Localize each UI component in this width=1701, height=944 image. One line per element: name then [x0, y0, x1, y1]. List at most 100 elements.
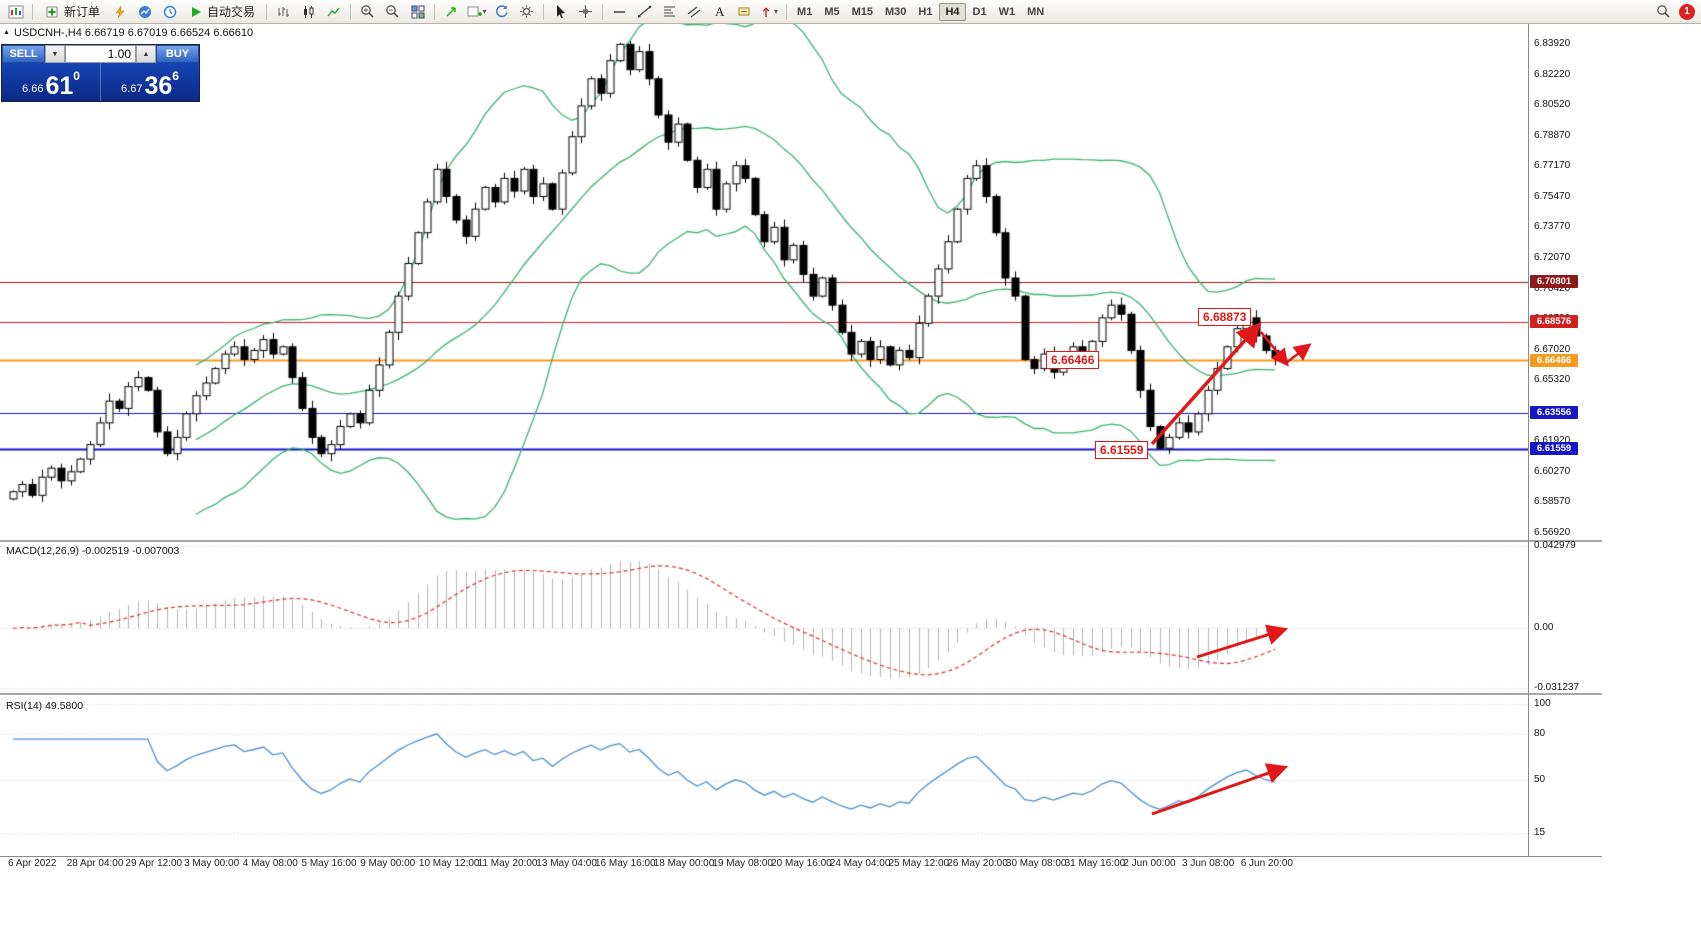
price-level-tag: 6.66466 [1530, 353, 1578, 367]
indicators-icon[interactable] [440, 2, 463, 22]
price-axis-label: 6.58570 [1534, 496, 1571, 508]
time-axis-label: 16 May 16:00 [595, 858, 656, 869]
rsi-label: RSI(14) 49.5800 [6, 700, 84, 712]
trade-panel-toggle-icon[interactable]: ▲ [3, 29, 10, 36]
time-axis-label: 29 Apr 12:00 [125, 858, 183, 869]
price-level-tag: 6.70801 [1530, 275, 1578, 289]
price-axis-line [1528, 24, 1529, 857]
buy-price-small: 6.67 [121, 83, 143, 95]
sell-price-big: 61 [45, 72, 74, 100]
market-watch-icon[interactable] [133, 2, 156, 22]
annotation-price-box[interactable]: 6.68873 [1198, 308, 1252, 326]
price-level-tag: 6.63556 [1530, 406, 1578, 420]
autotrade-label: 自动交易 [207, 5, 256, 19]
time-axis-label: 3 May 00:00 [184, 858, 240, 869]
toolbar-separator [543, 3, 545, 20]
buy-price-big: 36 [144, 72, 173, 100]
sell-price-button[interactable]: 6.66 61 0 [2, 63, 101, 101]
search-icon[interactable] [1652, 2, 1675, 22]
time-axis-label: 3 Jun 08:00 [1182, 858, 1235, 869]
price-axis-label: 6.83920 [1534, 38, 1571, 49]
buy-price-button[interactable]: 6.67 36 6 [101, 63, 199, 101]
bar-chart-icon[interactable] [272, 2, 295, 22]
annotation-price-box[interactable]: 6.61559 [1095, 441, 1149, 459]
tile-windows-icon[interactable] [406, 2, 429, 22]
price-level-tag: 6.68576 [1530, 315, 1578, 329]
price-axis-label: 6.78870 [1534, 129, 1571, 141]
time-axis-label: 18 May 00:00 [653, 858, 715, 869]
zoom-out-icon[interactable] [381, 2, 404, 22]
timeframe-h1[interactable]: H1 [918, 5, 933, 18]
time-axis-label: 5 May 16:00 [301, 858, 357, 869]
price-axis-label: 6.75470 [1534, 190, 1571, 202]
volume-input[interactable] [65, 45, 136, 63]
timeframe-m5[interactable]: M5 [824, 5, 840, 18]
time-axis-label: 31 May 16:00 [1064, 858, 1126, 869]
sell-button[interactable]: SELL [2, 45, 45, 63]
crosshair-icon[interactable] [574, 2, 597, 22]
arrows-icon[interactable]: ▾ [758, 2, 781, 22]
lightning-icon[interactable] [108, 2, 131, 22]
volume-step-up-icon[interactable]: ▲ [136, 45, 156, 63]
price-axis-label: 6.82220 [1534, 68, 1571, 80]
notification-badge[interactable]: 1 [1679, 3, 1695, 20]
zoom-in-icon[interactable] [356, 2, 379, 22]
price-axis-label: 6.67020 [1534, 343, 1571, 355]
chevron-down-icon: ▾ [774, 7, 779, 16]
line-chart-icon[interactable] [322, 2, 345, 22]
timeframe-m30[interactable]: M30 [885, 5, 907, 18]
time-axis-label: 26 May 20:00 [947, 858, 1008, 869]
new-order-label: 新订单 [64, 5, 101, 19]
channel-icon[interactable] [683, 2, 706, 22]
panel-separator[interactable] [0, 693, 1602, 695]
new-order-button[interactable]: 新订单 [38, 2, 106, 22]
buy-button[interactable]: BUY [156, 45, 199, 63]
rsi-axis-label: 80 [1534, 728, 1546, 740]
macd-panel-canvas[interactable] [0, 542, 1528, 693]
time-axis-label: 2 Jun 00:00 [1123, 858, 1176, 869]
macd-axis-label: -0.031237 [1534, 682, 1580, 693]
history-clock-icon[interactable] [158, 2, 181, 22]
hline-icon[interactable] [608, 2, 631, 22]
label-icon[interactable] [733, 2, 756, 22]
time-axis-label: 10 May 12:00 [418, 858, 480, 869]
cycle-icon[interactable] [490, 2, 513, 22]
chevron-down-icon: ▾ [482, 7, 487, 16]
timeframe-h4[interactable]: H4 [939, 2, 966, 21]
volume-dropdown-icon[interactable]: ▼ [45, 45, 65, 63]
timeframe-m15[interactable]: M15 [851, 5, 873, 18]
price-axis-label: 6.73770 [1534, 221, 1571, 233]
time-axis-label: 6 Jun 20:00 [1240, 858, 1293, 869]
toolbar-separator [266, 3, 268, 20]
price-axis-label: 6.61920 [1534, 435, 1571, 447]
timeframe-m1[interactable]: M1 [797, 5, 813, 18]
panel-separator[interactable] [0, 540, 1602, 542]
time-axis-line [0, 856, 1602, 857]
one-click-trade-panel: SELL ▼ ▲ BUY 6.66 61 0 6.67 36 6 [1, 44, 200, 102]
fibonacci-icon[interactable] [658, 2, 681, 22]
price-axis-label: 6.80520 [1534, 99, 1571, 111]
time-axis-label: 20 May 16:00 [771, 858, 832, 869]
rsi-axis-label: 50 [1534, 774, 1546, 785]
rsi-panel-canvas[interactable] [0, 695, 1528, 856]
macd-axis-label: 0.00 [1534, 622, 1554, 634]
toolbar-right-group: 1 [1652, 2, 1697, 22]
cursor-icon[interactable] [549, 2, 572, 22]
chart-window-icon[interactable] [4, 2, 27, 22]
buy-price-sup: 6 [172, 69, 179, 83]
toolbar: 新订单 自动交易 ▾ A ▾ M1 M5 M1 [0, 0, 1701, 24]
new-chart-icon[interactable]: ▾ [465, 2, 488, 22]
timeframe-d1[interactable]: D1 [972, 5, 987, 18]
autotrade-button[interactable]: 自动交易 [183, 2, 261, 22]
time-axis-label: 11 May 20:00 [477, 858, 538, 869]
main-chart-canvas[interactable] [0, 24, 1528, 540]
trendline-icon[interactable] [633, 2, 656, 22]
candle-chart-icon[interactable] [297, 2, 320, 22]
timeframe-mn[interactable]: MN [1027, 5, 1045, 18]
price-axis-label: 6.72070 [1534, 251, 1571, 263]
timeframe-w1[interactable]: W1 [998, 5, 1016, 18]
chart-properties-icon[interactable] [515, 2, 538, 22]
annotation-price-box[interactable]: 6.66466 [1046, 351, 1100, 369]
text-icon[interactable]: A [708, 2, 731, 22]
